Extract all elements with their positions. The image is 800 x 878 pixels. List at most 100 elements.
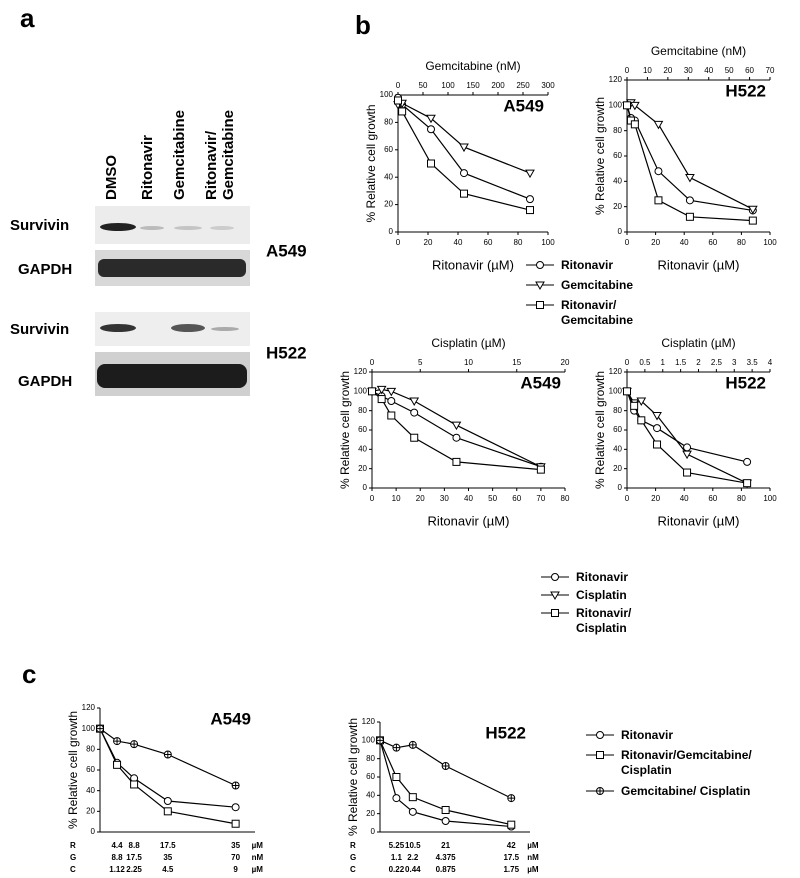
y-tick-label: 80 [86,744,95,753]
marker [536,301,544,309]
legend-entry: Ritonavir/ Gemcitabine [525,298,633,328]
marker [682,450,692,460]
marker [163,750,172,759]
dose-value: 42 [507,841,516,850]
x2-axis-title: Gemcitabine (nM) [651,44,746,58]
x2-tick-label: 2 [696,358,701,367]
marker [652,412,662,421]
y-tick-label: 20 [613,202,622,211]
y-tick-label: 60 [366,772,375,781]
marker [550,591,560,601]
dose-value: 0.22 [389,865,405,874]
marker [685,196,694,205]
marker [743,457,752,466]
chart-label: H522 [725,81,766,100]
y-tick-label: 0 [91,827,96,836]
y-tick-label: 100 [380,90,394,99]
dose-value: 21 [441,841,450,850]
dose-value: 2.2 [407,853,419,862]
legend-label: Gemcitabine [561,278,634,292]
y-tick-label: 120 [609,367,623,376]
x-tick-label: 40 [680,238,689,247]
y-tick-label: 60 [384,145,393,154]
y-tick-label: 100 [354,386,368,395]
marker [408,740,417,749]
legend-label: Cisplatin [576,588,627,602]
marker [460,169,468,178]
chart-label: A549 [503,96,544,115]
dose-value: 4.5 [162,865,174,874]
marker [113,737,122,746]
dose-unit: µM [527,841,539,850]
marker [653,440,662,449]
dose-row-name: R [70,841,76,850]
dose-value: 35 [163,853,172,862]
y-tick-label: 0 [371,827,376,836]
panel-letter: c [22,659,36,689]
marker [623,101,631,110]
x-tick-label: 80 [737,238,746,247]
dose-value: 0.875 [436,865,457,874]
dose-value: 17.5 [126,853,142,862]
marker [507,820,516,829]
x2-tick-label: 40 [704,66,713,75]
legend-entry: Ritonavir [525,258,613,273]
legend-entry: Ritonavir/ Cisplatin [540,606,631,636]
chart-label: A549 [520,373,561,392]
x-tick-label: 20 [416,494,425,503]
x-tick-label: 20 [651,494,660,503]
dose-unit: nM [252,853,264,862]
x2-tick-label: 2.5 [711,358,723,367]
series-line [626,102,754,210]
legend-label: Ritonavir/ Gemcitabine [561,298,634,327]
marker [654,196,663,205]
marker [685,174,695,183]
dose-row-name: R [350,841,356,850]
y-tick-label: 60 [358,425,367,434]
y-tick-label: 0 [389,227,394,236]
y-tick-label: 60 [613,425,622,434]
legend-icon [541,609,569,617]
marker [536,465,545,474]
marker [387,397,396,405]
y-axis-title: % Relative cell growth [346,718,360,836]
lane-label: DMSO [103,155,120,200]
y-tick-label: 120 [609,75,623,84]
x2-tick-label: 0 [625,358,630,367]
row-label: GAPDH [18,373,72,390]
y-tick-label: 80 [613,126,622,135]
panel-letter: a [20,3,35,33]
legend-label: Ritonavir [621,728,674,742]
x2-tick-label: 20 [561,358,570,367]
legend-label: Ritonavir [576,570,629,584]
marker [392,743,401,752]
x2-tick-label: 10 [464,358,473,367]
legend-entry: Ritonavir/Gemcitabine/ Cisplatin [585,748,752,778]
marker [130,740,139,749]
x2-tick-label: 200 [491,81,505,90]
x2-tick-label: 100 [441,81,455,90]
x2-tick-label: 5 [418,358,423,367]
x-tick-label: 0 [625,494,630,503]
legend-icon [541,573,569,581]
lane-label: Gemcitabine [171,109,188,200]
marker [377,395,386,404]
x2-tick-label: 1.5 [675,358,687,367]
dose-row-name: C [70,865,76,874]
x2-tick-label: 15 [512,358,521,367]
marker [410,408,419,417]
legend-label: Gemcitabine/ Cisplatin [621,784,751,798]
x2-tick-label: 0.5 [639,358,651,367]
y-tick-label: 80 [358,406,367,415]
marker [231,803,240,812]
x2-tick-label: 3.5 [747,358,759,367]
chart-label: A549 [210,709,251,728]
y-tick-label: 40 [613,176,622,185]
y-axis-title: % Relative cell growth [593,97,607,215]
x-tick-label: 70 [536,494,545,503]
marker [743,479,752,488]
y-tick-label: 40 [384,172,393,181]
x-tick-label: 60 [708,238,717,247]
marker [398,107,407,116]
